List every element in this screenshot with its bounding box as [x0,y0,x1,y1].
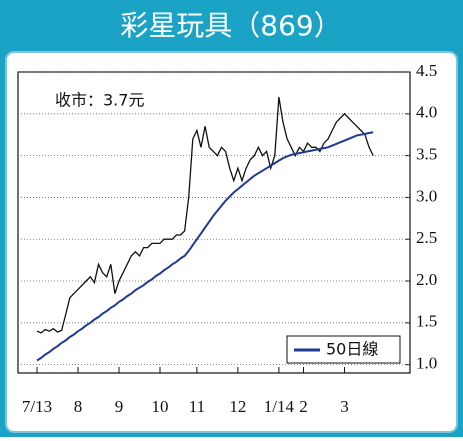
annotation: 收市：3.7元 [55,91,144,110]
chart-title: 彩星玩具（869） [120,9,341,42]
y-tick-label: 1.0 [416,354,437,373]
x-tick-label: 11 [189,397,205,416]
series-line [36,131,374,362]
y-tick-label: 2.0 [416,270,437,289]
x-tick-label: 3 [340,397,349,416]
x-tick-label: 2 [299,397,308,416]
y-tick-label: 1.5 [416,312,437,331]
legend-label: 50日線 [326,340,378,359]
x-tick-label: 10 [152,397,169,416]
y-tick-label: 3.0 [416,186,437,205]
x-tick-label: 12 [229,397,246,416]
y-tick-label: 4.0 [416,103,437,122]
y-tick-label: 4.5 [416,61,437,80]
x-tick-label: 9 [115,397,124,416]
y-tick-label: 3.5 [416,145,437,164]
x-tick-label: 7/13 [22,397,52,416]
y-tick-label: 2.5 [416,228,437,247]
x-tick-label: 8 [74,397,83,416]
x-tick-label: 1/14 [264,397,295,416]
